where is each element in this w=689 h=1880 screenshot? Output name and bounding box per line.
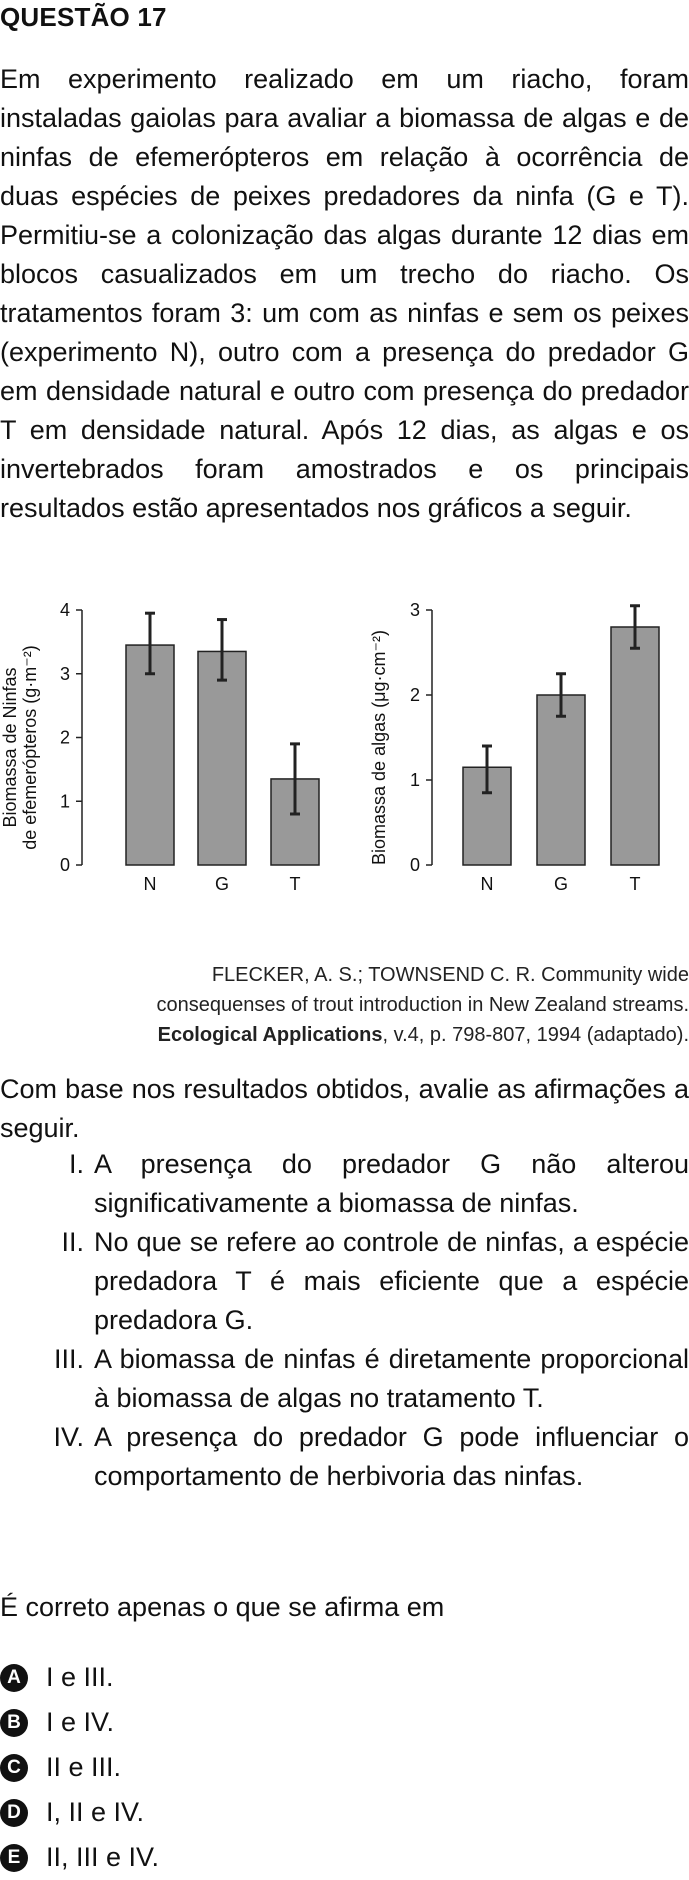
statement-text: A presença do predador G não alterou sig…: [94, 1149, 689, 1218]
source-journal: Ecological Applications: [157, 1024, 383, 1046]
option-letter-badge: A: [0, 1663, 28, 1692]
y-axis-label: Biomassa de Ninfas: [0, 667, 20, 827]
answer-options: A I e III. B I e IV. C II e III. D I, II…: [0, 1655, 159, 1880]
y-tick-label: 1: [60, 791, 70, 811]
option-letter-badge: E: [0, 1843, 28, 1872]
bar: [125, 644, 175, 866]
option-letter-badge: B: [0, 1708, 28, 1737]
option-text: I e III.: [46, 1662, 114, 1692]
statement-item: I. A presença do predador G não alterou …: [0, 1145, 689, 1223]
question-title: QUESTÃO 17: [0, 2, 167, 32]
x-category-label: G: [554, 874, 568, 894]
y-tick-label: 4: [60, 600, 70, 620]
y-tick-label: 2: [410, 685, 420, 705]
statement-number: III.: [53, 1344, 84, 1374]
x-category-label: T: [630, 874, 641, 894]
bar: [610, 626, 660, 866]
statement-number: II.: [61, 1227, 84, 1257]
x-category-label: N: [144, 874, 157, 894]
y-axis-label: de efemerópteros (g·m⁻²): [20, 645, 40, 850]
source-details: , v.4, p. 798-807, 1994 (adaptado).: [382, 1024, 689, 1046]
option-text: II e III.: [46, 1752, 122, 1782]
source-citation: FLECKER, A. S.; TOWNSEND C. R. Community…: [0, 960, 689, 1050]
question-intro-text: Em experimento realizado em um riacho, f…: [0, 64, 689, 523]
statement-text: A biomassa de ninfas é diretamente propo…: [94, 1344, 689, 1413]
option-e[interactable]: E II, III e IV.: [0, 1835, 159, 1880]
option-a[interactable]: A I e III.: [0, 1655, 159, 1700]
y-tick-label: 3: [410, 600, 420, 620]
source-line-2: consequenses of trout introduction in Ne…: [156, 994, 689, 1016]
y-axis-label: Biomassa de algas (μg·cm⁻²): [369, 630, 389, 865]
statement-text: No que se refere ao controle de ninfas, …: [94, 1227, 689, 1335]
statements-list: I. A presença do predador G não alterou …: [0, 1145, 689, 1496]
bar-charts-svg: 0 1 2 3 4 N G T Biomassa de Ninfas de efemerópter…: [0, 600, 660, 894]
y-tick-label: 3: [60, 664, 70, 684]
bar: [536, 694, 586, 866]
option-text: I, II e IV.: [46, 1797, 145, 1827]
charts-figure: 0 1 2 3 4 N G T Biomassa de Ninfas de efemerópter…: [0, 590, 689, 910]
statement-item: II. No que se refere ao controle de ninf…: [0, 1223, 689, 1340]
source-line-3: Ecological Applications, v.4, p. 798-807…: [0, 1020, 689, 1050]
x-category-label: G: [215, 874, 229, 894]
option-b[interactable]: B I e IV.: [0, 1700, 159, 1745]
source-line-1: FLECKER, A. S.; TOWNSEND C. R. Community…: [211, 964, 689, 986]
y-tick-label: 0: [410, 855, 420, 875]
x-category-label: T: [290, 874, 301, 894]
statement-number: IV.: [53, 1422, 84, 1452]
option-c[interactable]: C II e III.: [0, 1745, 159, 1790]
statement-item: III. A biomassa de ninfas é diretamente …: [0, 1340, 689, 1418]
y-tick-label: 0: [60, 855, 70, 875]
statement-item: IV. A presença do predador G pode influe…: [0, 1418, 689, 1496]
answer-prompt: É correto apenas o que se afirma em: [0, 1592, 445, 1622]
option-text: II, III e IV.: [46, 1842, 160, 1872]
statement-number: I.: [68, 1149, 84, 1179]
bar: [197, 650, 247, 866]
option-d[interactable]: D I, II e IV.: [0, 1790, 159, 1835]
x-category-label: N: [481, 874, 494, 894]
statement-text: A presença do predador G pode influencia…: [94, 1422, 689, 1491]
question-prompt: Com base nos resultados obtidos, avalie …: [0, 1074, 689, 1143]
y-tick-label: 2: [60, 728, 70, 748]
option-text: I e IV.: [46, 1707, 115, 1737]
option-letter-badge: D: [0, 1798, 28, 1827]
option-letter-badge: C: [0, 1753, 28, 1782]
y-tick-label: 1: [410, 770, 420, 790]
